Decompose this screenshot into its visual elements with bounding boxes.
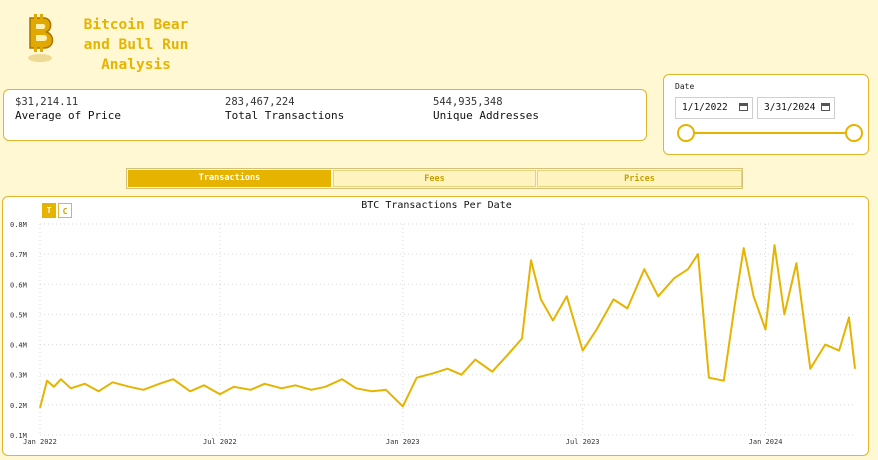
toggle-c-button[interactable]: C (58, 203, 72, 218)
x-tick-label: Jul 2023 (566, 438, 600, 446)
kpi-label: Average of Price (15, 109, 121, 122)
kpi-value: 544,935,348 (433, 96, 503, 108)
y-tick-label: 0.8M (10, 221, 27, 229)
kpi-label: Unique Addresses (433, 109, 539, 122)
x-tick-label: Jan 2024 (749, 438, 783, 446)
kpi-label: Total Transactions (225, 109, 345, 122)
tab-bar: Transactions Fees Prices (126, 168, 743, 189)
transactions-line-chart: 0.1M 0.2M 0.3M 0.4M 0.5M 0.6M 0.7M 0.8M Jan 2022… (10, 221, 856, 446)
tab-fees[interactable]: Fees (333, 170, 536, 187)
date-filter-label: Date (675, 82, 695, 91)
transactions-chart-card: T C BTC Transactions Per Date 0.1M 0.2M 0.… (2, 196, 869, 456)
end-date-value: 3/31/2024 (764, 102, 816, 113)
kpi-value: 283,467,224 (225, 96, 295, 108)
date-slider-track[interactable] (685, 132, 853, 134)
kpi-unique-addresses: 544,935,348 Unique Addresses (433, 96, 539, 122)
kpi-card: $31,214.11 Average of Price 283,467,224 … (3, 89, 647, 141)
bitcoin-logo-icon (28, 14, 54, 62)
x-tick-label: Jan 2022 (23, 438, 57, 446)
kpi-total-transactions: 283,467,224 Total Transactions (225, 96, 344, 122)
start-date-input[interactable]: 1/1/2022 (675, 97, 753, 119)
date-slider-end-handle[interactable] (845, 124, 863, 142)
y-tick-label: 0.1M (10, 432, 27, 440)
kpi-value: $31,214.11 (15, 96, 79, 108)
y-tick-label: 0.4M (10, 342, 27, 350)
toggle-transactions-button[interactable]: T (42, 203, 56, 218)
tab-prices[interactable]: Prices (537, 170, 742, 187)
y-tick-label: 0.7M (10, 251, 27, 259)
x-tick-label: Jul 2022 (203, 438, 237, 446)
y-tick-label: 0.2M (10, 402, 27, 410)
calendar-icon[interactable] (821, 103, 830, 111)
kpi-average-price: $31,214.11 Average of Price (15, 96, 121, 122)
end-date-input[interactable]: 3/31/2024 (757, 97, 835, 119)
transactions-series-line (39, 244, 856, 409)
start-date-value: 1/1/2022 (682, 102, 728, 113)
y-tick-label: 0.5M (10, 311, 27, 319)
y-tick-label: 0.6M (10, 281, 27, 289)
x-tick-label: Jan 2023 (386, 438, 420, 446)
calendar-icon[interactable] (739, 103, 748, 111)
tab-transactions[interactable]: Transactions (128, 170, 331, 187)
app-title: Bitcoin Bear and Bull Run Analysis (83, 17, 189, 73)
date-filter: Date 1/1/2022 3/31/2024 (663, 74, 869, 155)
chart-title: BTC Transactions Per Date (361, 200, 512, 211)
y-tick-label: 0.3M (10, 372, 27, 380)
date-slider-start-handle[interactable] (677, 124, 695, 142)
